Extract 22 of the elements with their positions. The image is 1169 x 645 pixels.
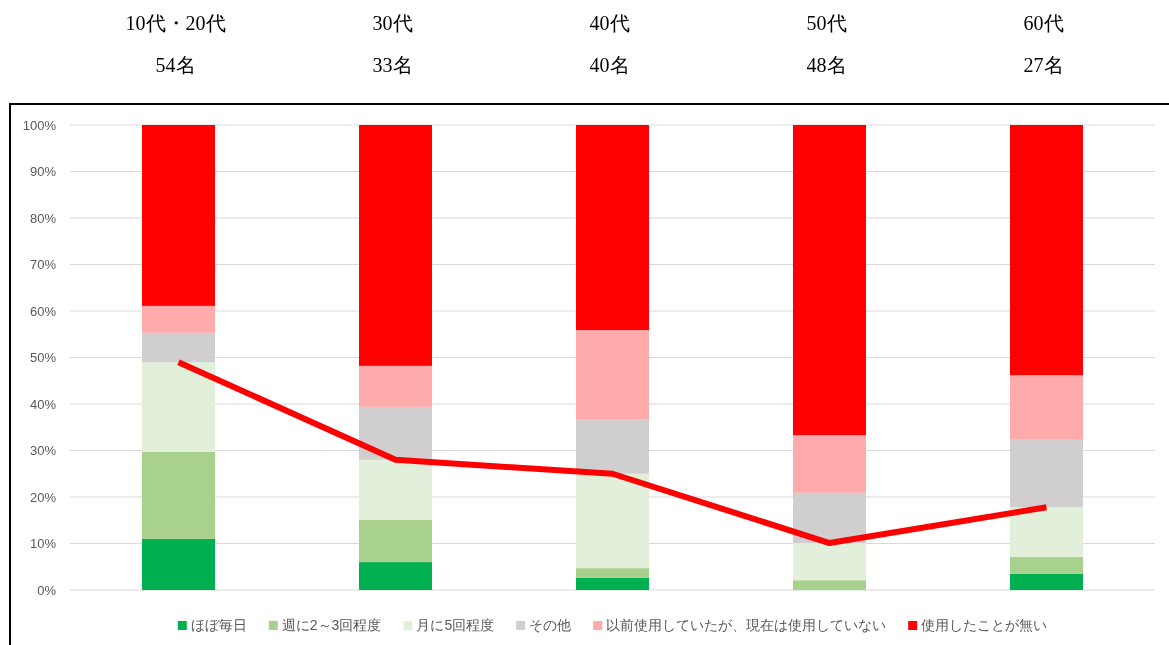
legend-label: ほぼ毎日 — [190, 617, 247, 633]
y-tick-label: 60% — [29, 303, 57, 319]
legend-label: 使用したことが無い — [921, 617, 1048, 633]
legend-label: 月に5回程度 — [416, 617, 495, 633]
y-tick-label: 50% — [29, 350, 57, 365]
legend-label: 週に2～3回程度 — [281, 617, 382, 633]
x-tick-label: 30代 33名 — [372, 12, 413, 76]
legend-label: 以前使用していたが、現在は使用していない — [606, 617, 887, 633]
y-tick-label: 80% — [29, 210, 57, 226]
x-tick-label: 60代 27名 — [1023, 12, 1064, 76]
x-tick-label: 10代・20代 54名 — [125, 12, 226, 76]
y-tick-label: 20% — [29, 489, 57, 505]
x-tick-label: 40代 40名 — [589, 12, 630, 76]
y-tick-label: 10% — [29, 536, 57, 551]
y-tick-label: 0% — [37, 582, 57, 598]
x-tick-label: 50代 48名 — [806, 12, 847, 76]
legend-label: その他 — [529, 617, 572, 633]
y-tick-label: 70% — [29, 257, 57, 272]
y-tick-label: 40% — [29, 396, 57, 412]
y-tick-label: 30% — [29, 443, 57, 458]
y-tick-label: 100% — [22, 117, 57, 133]
y-tick-label: 90% — [29, 164, 57, 179]
